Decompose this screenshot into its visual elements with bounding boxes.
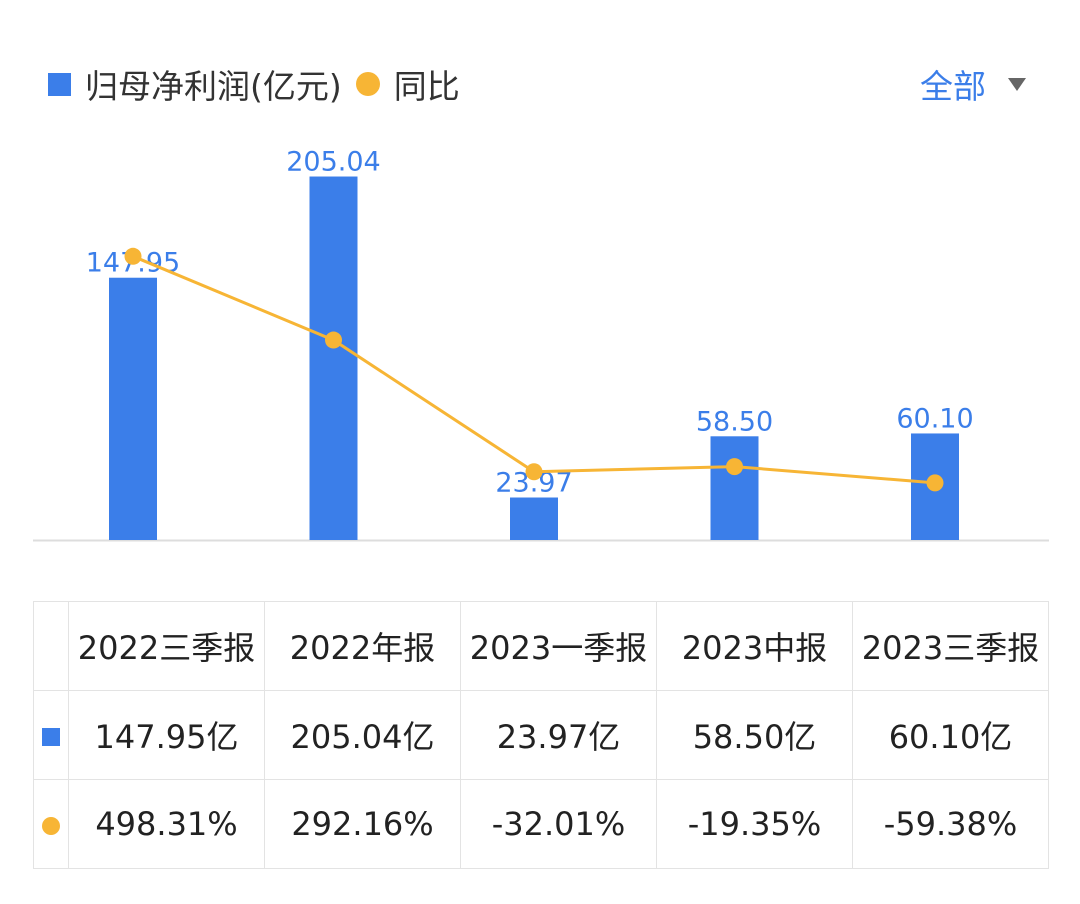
data-table: 2022三季报 2022年报 2023一季报 2023中报 2023三季报 14… xyxy=(33,601,1049,869)
chart-legend: 归母净利润(亿元) 同比 xyxy=(48,62,460,106)
yoy-row-marker-cell xyxy=(33,779,69,869)
profit-row-marker-cell xyxy=(33,690,69,780)
profit-cell: 205.04亿 xyxy=(264,690,461,780)
profit-row: 147.95亿 205.04亿 23.97亿 58.50亿 60.10亿 xyxy=(33,690,1049,780)
profit-cell: 58.50亿 xyxy=(656,690,853,780)
bar-marker-icon xyxy=(42,728,60,746)
yoy-point xyxy=(525,463,543,481)
yoy-cell: 292.16% xyxy=(264,779,461,869)
bar-value-label: 60.10 xyxy=(896,403,973,434)
yoy-point xyxy=(926,474,944,492)
profit-cell: 23.97亿 xyxy=(460,690,657,780)
table-corner-cell xyxy=(33,601,69,691)
yoy-cell: -32.01% xyxy=(460,779,657,869)
dot-marker-icon xyxy=(42,817,60,835)
bar xyxy=(510,497,558,540)
table-header-row: 2022三季报 2022年报 2023一季报 2023中报 2023三季报 xyxy=(33,601,1049,691)
line-legend-label: 同比 xyxy=(393,67,460,106)
table-header-cell: 2023一季报 xyxy=(460,601,657,691)
yoy-line xyxy=(132,254,936,485)
table-header-cell: 2023三季报 xyxy=(852,601,1049,691)
profit-cell: 60.10亿 xyxy=(852,690,1049,780)
table-header-cell: 2023中报 xyxy=(656,601,853,691)
period-filter-dropdown[interactable]: 全部 xyxy=(920,62,1026,106)
table-header-cell: 2022年报 xyxy=(264,601,461,691)
bar-value-label: 58.50 xyxy=(696,406,773,437)
bar-value-label: 205.04 xyxy=(286,147,380,178)
table-header-cell: 2022三季报 xyxy=(68,601,265,691)
yoy-cell: 498.31% xyxy=(68,779,265,869)
line-legend-marker xyxy=(355,72,380,96)
bar-legend-label: 归母净利润(亿元) xyxy=(85,67,342,106)
profit-cell: 147.95亿 xyxy=(68,690,265,780)
bar-legend-marker xyxy=(48,72,71,96)
yoy-point xyxy=(726,458,743,476)
yoy-cell: -19.35% xyxy=(656,779,853,869)
yoy-point xyxy=(124,247,142,265)
period-filter-label: 全部 xyxy=(920,67,986,106)
bar xyxy=(109,277,157,540)
bar xyxy=(309,176,358,540)
chevron-down-icon xyxy=(1008,77,1026,91)
yoy-cell: -59.38% xyxy=(852,779,1049,869)
bar xyxy=(710,436,759,540)
yoy-row: 498.31% 292.16% -32.01% -19.35% -59.38% xyxy=(33,779,1049,869)
yoy-point xyxy=(325,331,342,349)
